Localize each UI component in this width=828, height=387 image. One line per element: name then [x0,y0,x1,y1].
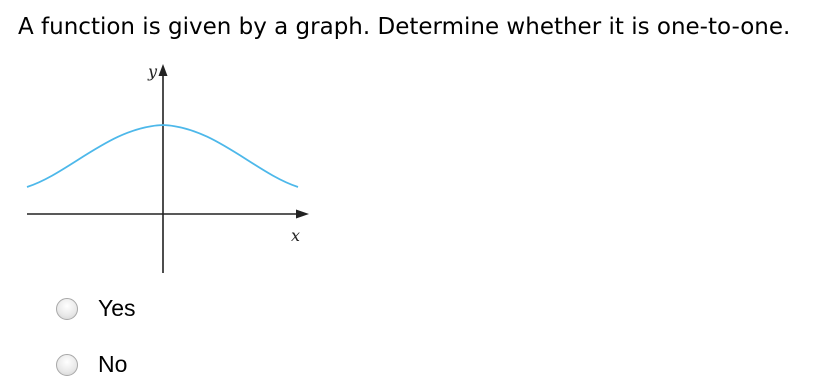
y-arrow [158,64,168,76]
curve [26,124,299,188]
x-label: x [291,226,300,245]
radio-button[interactable] [56,297,78,320]
graph: y x [26,62,309,273]
option[interactable]: Yes [56,295,136,322]
option-label: Yes [98,295,136,321]
option-label: No [98,351,128,377]
question: A function is given by a graph. Determin… [18,14,791,40]
x-arrow [296,209,309,219]
y-label: y [147,62,158,81]
radio-button[interactable] [56,353,78,376]
option[interactable]: No [56,351,127,378]
